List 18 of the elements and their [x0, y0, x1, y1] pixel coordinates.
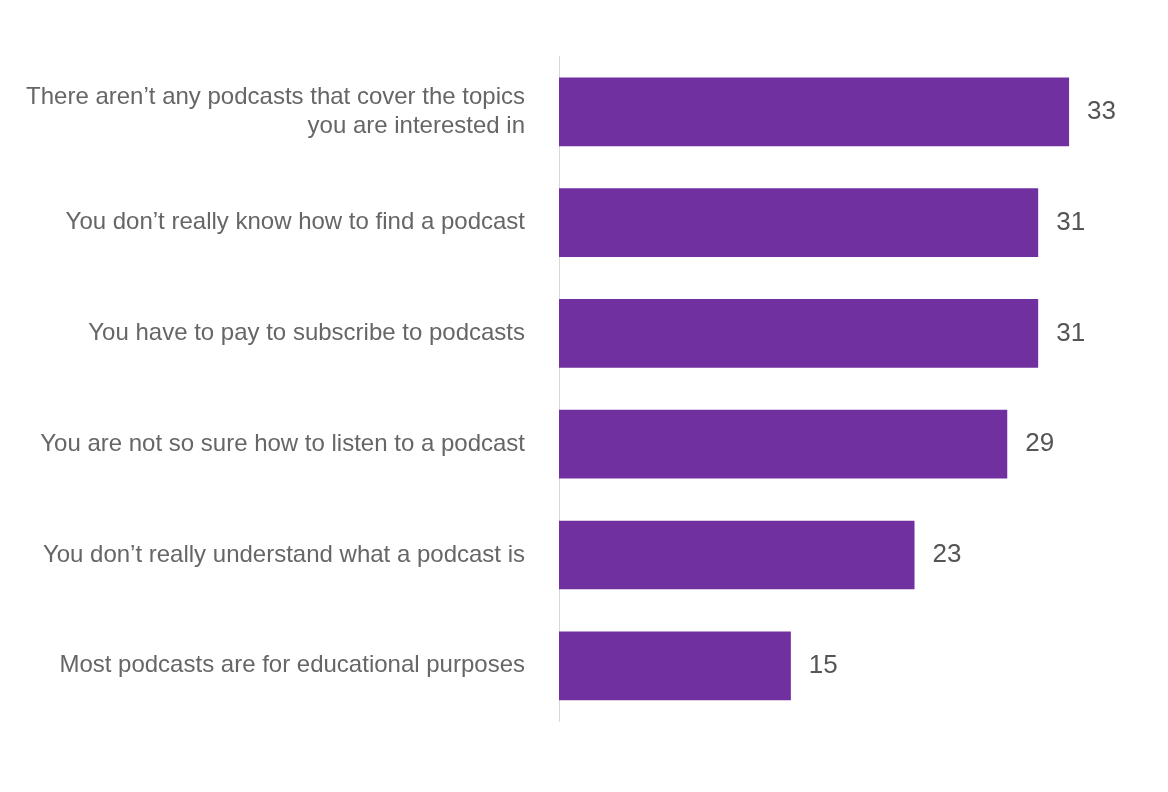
data-label: 33 — [1087, 94, 1117, 125]
bar — [559, 520, 915, 590]
y-tick-label: You don’t really understand what a podcast is — [42, 539, 525, 567]
bar — [559, 299, 1039, 368]
data-label: 15 — [808, 648, 838, 679]
y-tick-label: Most podcasts are for educational purposes — [59, 650, 525, 678]
y-tick-label: There aren’t any podcasts that cover the topics you are interested in — [26, 82, 525, 138]
data-label: 23 — [932, 538, 962, 569]
data-label: 31 — [1056, 205, 1086, 236]
data-label: 29 — [1025, 427, 1055, 458]
bar — [559, 77, 1070, 147]
bar — [559, 631, 791, 701]
data-label: 31 — [1056, 316, 1086, 347]
y-tick-label: You don’t really know how to find a podcast — [65, 207, 526, 235]
y-tick-label: You are not so sure how to listen to a podcast — [40, 428, 526, 456]
bar — [559, 188, 1039, 257]
bar — [559, 409, 1008, 479]
y-tick-label: You have to pay to subscribe to podcasts — [88, 318, 525, 346]
